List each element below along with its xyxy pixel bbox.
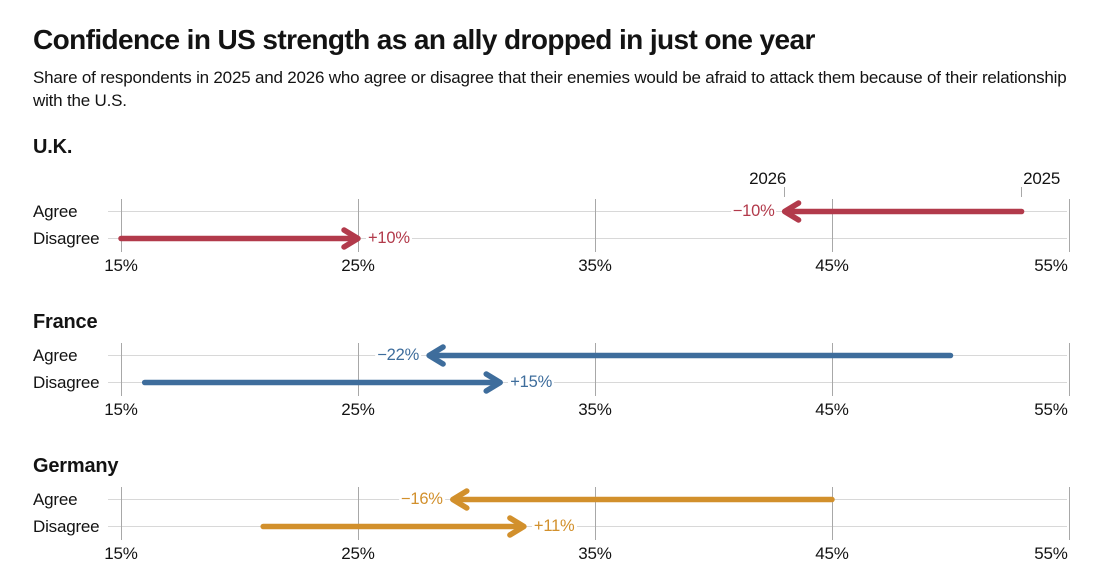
axis-tick-label: 45% xyxy=(815,544,849,563)
grid-line-h xyxy=(108,382,1067,383)
grid-tick-v xyxy=(594,487,596,540)
change-label: −22% xyxy=(375,344,422,366)
grid-tick-v xyxy=(831,199,833,252)
grid-tick-v xyxy=(357,343,359,396)
year-tick xyxy=(1021,187,1023,197)
axis-tick-label: 25% xyxy=(341,256,375,275)
axis-tick-label: 55% xyxy=(1034,400,1068,419)
change-label: +15% xyxy=(508,371,555,393)
change-label: +10% xyxy=(366,227,412,249)
year-tick xyxy=(784,187,786,197)
grid-line-h xyxy=(108,355,1067,356)
grid-tick-v xyxy=(120,343,122,396)
axis-tick-label: 15% xyxy=(104,544,138,563)
axis-tick-label: 35% xyxy=(578,256,612,275)
grid-line-h xyxy=(108,499,1067,500)
year-label: 2025 xyxy=(1023,169,1061,188)
grid-line-h xyxy=(108,211,1067,212)
change-label: +11% xyxy=(531,515,577,537)
grid-tick-v xyxy=(1068,487,1070,540)
axis-tick-label: 15% xyxy=(104,256,138,275)
row-label: Agree xyxy=(33,346,78,365)
axis-tick-label: 55% xyxy=(1034,544,1068,563)
row-label: Agree xyxy=(33,490,78,509)
country-heading: France xyxy=(33,311,98,333)
country-heading: U.K. xyxy=(33,136,73,158)
change-label: −10% xyxy=(730,200,777,222)
axis-tick-label: 45% xyxy=(815,400,849,419)
grid-tick-v xyxy=(594,199,596,252)
axis-tick-label: 35% xyxy=(578,400,612,419)
grid-tick-v xyxy=(357,487,359,540)
grid-line-h xyxy=(108,526,1067,527)
grid-line-h xyxy=(108,238,1067,239)
axis-tick-label: 35% xyxy=(578,544,612,563)
axis-tick-label: 25% xyxy=(341,400,375,419)
grid-tick-v xyxy=(831,343,833,396)
grid-tick-v xyxy=(831,487,833,540)
grid-tick-v xyxy=(120,487,122,540)
country-heading: Germany xyxy=(33,455,119,477)
grid-tick-v xyxy=(357,199,359,252)
row-label: Disagree xyxy=(33,517,100,536)
axis-tick-label: 25% xyxy=(341,544,375,563)
grid-tick-v xyxy=(1068,343,1070,396)
chart-title: Confidence in US strength as an ally dro… xyxy=(33,24,815,55)
row-label: Disagree xyxy=(33,229,100,248)
axis-tick-label: 45% xyxy=(815,256,849,275)
grid-tick-v xyxy=(120,199,122,252)
year-label: 2026 xyxy=(749,169,787,188)
grid-tick-v xyxy=(1068,199,1070,252)
grid-tick-v xyxy=(594,343,596,396)
axis-tick-label: 55% xyxy=(1034,256,1068,275)
row-label: Disagree xyxy=(33,373,100,392)
row-label: Agree xyxy=(33,202,78,221)
axis-tick-label: 15% xyxy=(104,400,138,419)
chart-subtitle: Share of respondents in 2025 and 2026 wh… xyxy=(33,68,1067,110)
change-label: −16% xyxy=(398,488,445,510)
